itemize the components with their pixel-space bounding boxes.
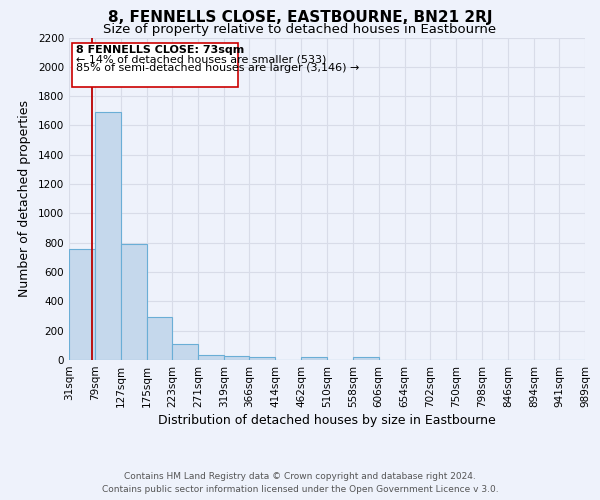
Text: 85% of semi-detached houses are larger (3,146) →: 85% of semi-detached houses are larger (… (76, 63, 359, 73)
Bar (353, 357, 379, 360)
X-axis label: Distribution of detached houses by size in Eastbourne: Distribution of detached houses by size … (158, 414, 496, 427)
Text: 8, FENNELLS CLOSE, EASTBOURNE, BN21 2RJ: 8, FENNELLS CLOSE, EASTBOURNE, BN21 2RJ (108, 10, 492, 25)
Bar (172, 344, 198, 360)
Bar (121, 244, 146, 360)
Bar (198, 355, 224, 360)
Bar (95, 112, 121, 360)
Text: Size of property relative to detached houses in Eastbourne: Size of property relative to detached ho… (103, 22, 497, 36)
Bar (224, 356, 250, 360)
Bar (301, 357, 327, 360)
Bar (146, 317, 172, 360)
Bar (69, 248, 95, 360)
Bar (250, 357, 275, 360)
Text: Contains HM Land Registry data © Crown copyright and database right 2024.
Contai: Contains HM Land Registry data © Crown c… (101, 472, 499, 494)
Bar (71, 42, 238, 86)
Y-axis label: Number of detached properties: Number of detached properties (18, 100, 31, 297)
Text: ← 14% of detached houses are smaller (533): ← 14% of detached houses are smaller (53… (76, 54, 326, 64)
Text: 8 FENNELLS CLOSE: 73sqm: 8 FENNELLS CLOSE: 73sqm (76, 46, 244, 56)
